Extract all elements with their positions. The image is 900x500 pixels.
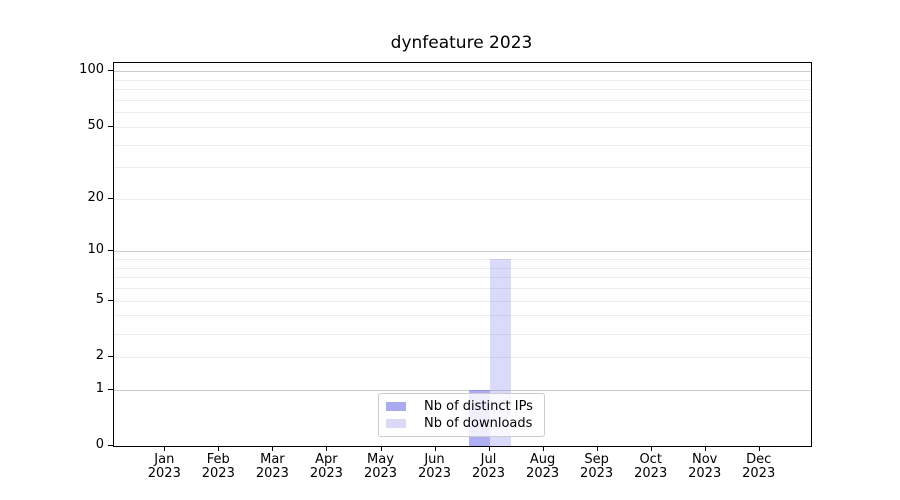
legend: Nb of distinct IPs Nb of downloads [378,393,545,437]
minor-gridline [114,333,811,335]
x-axis-tick-label: May 2023 [351,453,411,481]
y-axis-tick [108,250,113,252]
x-axis-tick-label: Jan 2023 [134,453,194,481]
major-gridline [114,251,811,253]
x-label-year: 2023 [742,466,776,481]
legend-label: Nb of downloads [424,416,533,432]
y-axis-tick-label: 50 [87,117,104,133]
minor-gridline [114,167,811,169]
x-label-month: Apr [315,452,338,467]
y-axis-tick-label: 5 [95,291,104,307]
minor-gridline [114,126,811,128]
x-axis-tick-label: Mar 2023 [242,453,302,481]
x-axis-tick [596,446,598,451]
y-axis-tick [108,197,113,199]
x-axis-tick-label: Oct 2023 [621,453,681,481]
x-label-month: Feb [206,452,230,467]
x-label-month: Nov [692,452,718,467]
minor-gridline [114,277,811,279]
plot-area [113,62,812,447]
y-axis-tick-label: 2 [95,347,104,363]
minor-gridline [114,100,811,101]
minor-gridline [114,144,811,146]
y-axis-tick [108,125,113,127]
x-axis-tick [380,446,382,451]
legend-swatch-icon [386,401,406,411]
y-axis-tick [108,299,113,301]
x-label-month: Jun [424,452,445,467]
x-label-year: 2023 [688,466,722,481]
x-axis-tick-label: Dec 2023 [729,453,789,481]
y-axis-tick-label: 0 [95,437,104,452]
x-axis-tick [704,446,706,451]
chart-title: dynfeature 2023 [390,33,533,53]
x-axis-tick [758,446,760,451]
y-axis-tick [108,388,113,390]
y-axis-tick-label: 10 [87,242,104,258]
x-label-year: 2023 [147,466,181,481]
x-axis-tick-label: Apr 2023 [296,453,356,481]
y-axis-tick [108,70,113,72]
x-axis-tick-label: Feb 2023 [188,453,248,481]
minor-gridline [114,112,811,114]
minor-gridline [114,288,811,290]
x-label-month: Dec [746,452,772,467]
x-axis-tick-label: Jun 2023 [405,453,465,481]
legend-swatch-icon [386,419,406,429]
minor-gridline [114,267,811,269]
x-label-month: Oct [639,452,662,467]
x-label-month: May [367,452,394,467]
legend-entry: Nb of distinct IPs [386,399,538,414]
x-label-year: 2023 [417,466,452,481]
x-axis-tick [164,446,166,451]
x-axis-tick-label: Sep 2023 [567,453,627,481]
y-axis-tick [108,445,113,446]
minor-gridline [114,300,811,302]
x-label-month: Aug [529,452,556,467]
legend-entry: Nb of downloads [386,416,538,431]
minor-gridline [114,315,811,317]
x-axis-tick [218,446,220,451]
x-axis-tick [326,446,328,451]
x-axis-tick-label: Aug 2023 [513,453,573,481]
x-axis-tick [650,446,652,451]
x-label-year: 2023 [526,466,560,481]
x-axis-tick-label: Jul 2023 [459,453,519,481]
x-label-year: 2023 [634,466,668,481]
y-axis-tick-label: 100 [79,62,104,78]
y-axis-tick-label: 20 [87,189,104,205]
x-label-year: 2023 [580,466,614,481]
y-axis-tick [108,355,113,357]
x-label-month: Jul [480,452,497,467]
y-axis-tick-label: 1 [95,380,104,396]
x-axis-tick [434,446,436,451]
x-label-year: 2023 [363,466,398,481]
x-label-year: 2023 [309,466,343,481]
major-gridline [114,71,811,73]
x-axis-tick [542,446,544,451]
major-gridline [114,389,811,391]
x-axis-tick-label: Nov 2023 [675,453,735,481]
x-label-year: 2023 [201,466,235,481]
minor-gridline [114,89,811,91]
x-label-month: Mar [260,452,285,467]
minor-gridline [114,259,811,261]
minor-gridline [114,79,811,81]
x-axis-tick [488,446,490,451]
x-label-year: 2023 [471,466,506,481]
x-label-month: Jan [154,452,175,467]
x-label-year: 2023 [255,466,289,481]
legend-label: Nb of distinct IPs [424,398,533,414]
minor-gridline [114,198,811,200]
x-axis-tick [272,446,274,451]
minor-gridline [114,356,811,358]
x-label-month: Sep [584,452,609,467]
